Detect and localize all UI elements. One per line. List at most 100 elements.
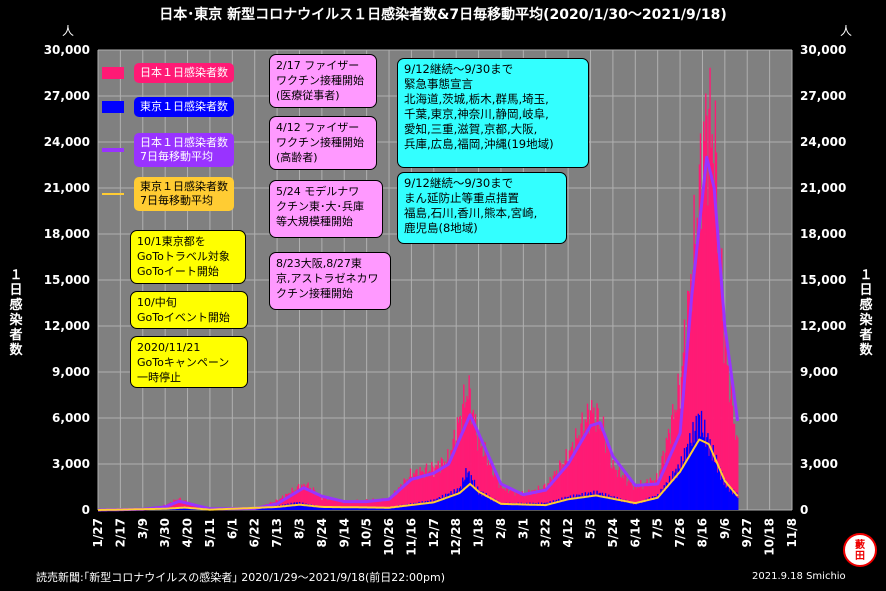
japan-daily-bar: [602, 416, 605, 510]
japan-daily-bar: [715, 152, 718, 510]
tokyo-daily-bar: [517, 502, 519, 510]
japan-daily-bar: [714, 100, 717, 510]
x-tick-label: 3/9: [136, 518, 150, 539]
tokyo-daily-bar: [265, 507, 268, 510]
y-tick-label-right: 9,000: [800, 365, 838, 379]
tokyo-daily-bar: [504, 504, 507, 510]
japan-daily-bar: [631, 485, 633, 510]
japan-daily-bar: [718, 247, 721, 510]
japan-daily-bar: [331, 499, 334, 510]
legend-item: 日本１日感染者数: [102, 63, 234, 83]
japan-daily-bar: [450, 450, 452, 510]
tokyo-daily-bar: [520, 502, 523, 510]
y-tick-label-left: 15,000: [44, 273, 90, 287]
tokyo-daily-bar: [464, 479, 466, 510]
tokyo-daily-bar: [388, 507, 390, 510]
tokyo-daily-bar: [674, 472, 676, 510]
tokyo-daily-bar: [296, 502, 299, 510]
japan-daily-bar: [692, 269, 694, 510]
japan-daily-bar: [496, 476, 498, 510]
japan-daily-bar: [475, 435, 478, 510]
tokyo-daily-bar: [582, 496, 584, 510]
tokyo-daily-bar: [513, 504, 515, 510]
japan-daily-bar: [591, 400, 593, 510]
japan-daily-bar: [646, 479, 648, 510]
tokyo-daily-bar: [598, 493, 600, 510]
tokyo-daily-bar: [704, 419, 706, 510]
japan-daily-bar: [529, 494, 531, 510]
japan-daily-bar: [487, 460, 490, 510]
tokyo-daily-bar: [608, 494, 610, 510]
tokyo-daily-bar: [552, 500, 555, 510]
tokyo-daily-bar: [490, 497, 493, 510]
tokyo-daily-bar: [262, 507, 265, 510]
tokyo-daily-bar: [617, 500, 620, 510]
japan-daily-bar: [595, 431, 597, 510]
japan-daily-bar: [579, 443, 581, 510]
japan-daily-bar: [676, 409, 678, 510]
japan-daily-bar: [588, 433, 591, 510]
tokyo-daily-bar: [280, 505, 283, 510]
tokyo-daily-bar: [516, 504, 518, 510]
tokyo-daily-bar: [693, 442, 695, 510]
japan-daily-bar: [510, 489, 512, 510]
japan-daily-bar: [184, 500, 187, 510]
tokyo-daily-bar: [542, 504, 544, 510]
tokyo-daily-bar: [675, 468, 677, 510]
tokyo-daily-bar: [463, 481, 465, 510]
tokyo-daily-bar: [339, 506, 341, 510]
tokyo-daily-bar: [599, 492, 601, 510]
tokyo-daily-bar: [418, 501, 420, 510]
japan-daily-bar: [551, 485, 553, 510]
tokyo-daily-bar: [591, 493, 593, 510]
japan-daily-bar: [425, 463, 428, 510]
tokyo-daily-bar: [647, 500, 649, 510]
japan-daily-bar: [536, 490, 539, 510]
japan-daily-bar: [451, 449, 453, 510]
japan-daily-bar: [673, 419, 675, 510]
tokyo-daily-bar: [482, 491, 484, 510]
japan-daily-bar: [470, 424, 472, 510]
japan-daily-bar: [626, 485, 628, 510]
japan-daily-bar: [482, 456, 484, 510]
japan-daily-bar: [417, 480, 419, 510]
japan-daily-bar: [501, 488, 503, 510]
tokyo-daily-bar: [465, 468, 467, 510]
japan-daily-bar: [563, 465, 565, 510]
japan-daily-bar: [343, 501, 346, 510]
tokyo-daily-bar: [274, 506, 276, 510]
tokyo-daily-bar: [635, 504, 638, 510]
tokyo-daily-bar: [289, 504, 291, 510]
japan-daily-bar: [282, 498, 285, 510]
japan-daily-bar: [581, 412, 583, 510]
tokyo-daily-bar: [437, 500, 439, 510]
tokyo-daily-bar: [668, 475, 671, 510]
japan-daily-bar: [717, 229, 720, 510]
x-tick-label: 7/13: [270, 518, 284, 547]
tokyo-daily-bar: [573, 498, 576, 510]
japan-daily-bar: [734, 439, 737, 510]
japan-daily-bar: [610, 467, 612, 510]
japan-daily-bar: [592, 413, 594, 510]
tokyo-daily-bar: [588, 497, 591, 510]
japan-daily-bar: [382, 498, 384, 510]
tokyo-daily-bar: [615, 499, 617, 510]
japan-daily-bar: [284, 498, 286, 510]
japan-daily-bar: [464, 407, 466, 510]
tokyo-daily-bar: [355, 507, 357, 510]
japan-daily-bar: [313, 489, 316, 510]
japan-daily-bar: [321, 500, 323, 510]
legend-swatch: [102, 67, 124, 79]
japan-daily-bar: [463, 384, 465, 510]
japan-daily-bar: [369, 500, 371, 510]
tokyo-daily-bar: [571, 498, 574, 510]
japan-daily-bar: [544, 483, 546, 510]
tokyo-daily-bar: [475, 489, 478, 510]
japan-daily-bar: [537, 485, 540, 510]
japan-daily-bar: [378, 499, 381, 510]
tokyo-daily-bar: [679, 472, 681, 510]
tokyo-daily-bar: [514, 502, 516, 510]
tokyo-daily-bar: [407, 504, 410, 510]
tokyo-daily-bar: [585, 496, 588, 510]
name-stamp: 藪 田: [843, 533, 877, 567]
